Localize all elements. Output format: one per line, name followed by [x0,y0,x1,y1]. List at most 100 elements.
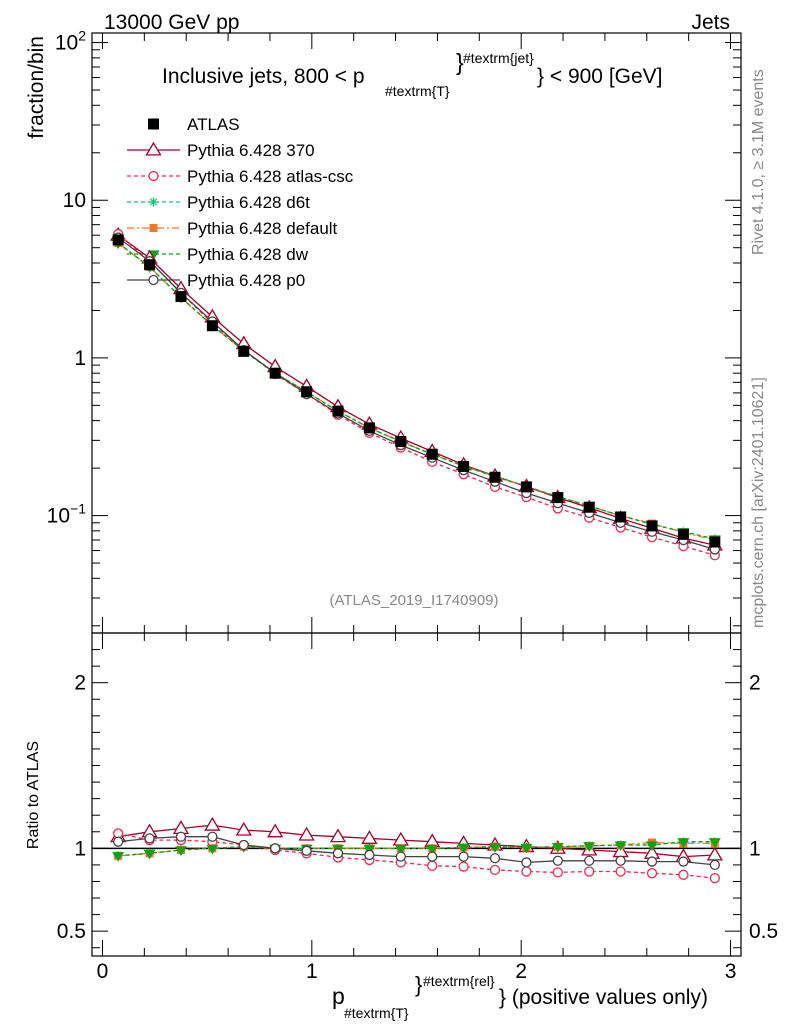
x-label-suffix: } (positive values only) [499,986,708,1009]
x-label-sub: #textrm{T} [344,1005,409,1021]
main-point-ATLAS [552,492,564,504]
ratio-point-p0 [552,855,563,866]
main-point-ATLAS [269,367,281,379]
legend-marker-d6t [149,197,158,207]
legend-label-ATLAS: ATLAS [187,115,240,134]
ratio-point-p0 [175,831,187,842]
ratio-point-p0 [144,833,155,844]
main-point-ATLAS [175,291,187,303]
ratio-point-p0 [709,859,720,871]
ratio-line-dw [118,841,715,857]
ratio-series-dw [112,838,721,862]
x-axis-label: p #textrm{T} } #textrm{rel} } (positive … [332,972,708,1021]
ratio-point-370 [267,823,284,838]
ratio-point-dw [426,844,439,855]
ratio-y-tick-label-left: 1 [74,837,86,860]
main-series-ATLAS [112,234,721,548]
ratio-point-dw [583,842,596,852]
ratio-point-p0 [238,839,249,851]
ratio-point-p0 [678,856,689,867]
ratio-point-p0 [364,849,375,861]
main-y-tick-label: 102 [55,28,86,55]
main-point-ATLAS [395,436,407,448]
ratio-point-p0 [113,836,124,847]
ratio-point-370 [392,831,409,846]
main-point-ATLAS [238,345,250,357]
ratio-point-p0 [521,857,532,868]
title-brace: } [456,49,464,75]
ratio-point-dw [646,841,659,852]
ratio-point-atlas-csc [615,866,626,877]
title-prefix: Inclusive jets, 800 < p [162,65,365,88]
ratio-point-p0 [395,851,406,862]
ratio-point-atlas-csc [458,861,469,872]
main-point-ATLAS [677,528,689,540]
legend-marker-default [149,224,158,232]
ratio-y-axis-label: Ratio to ATLAS [25,741,42,849]
ratio-point-370 [706,846,723,861]
legend-label-atlas-csc: Pythia 6.428 atlas-csc [187,167,354,186]
ratio-frame [91,632,742,957]
legend-label-370: Pythia 6.428 370 [187,141,315,160]
ratio-point-dw [489,843,502,853]
ratio-point-370 [235,821,252,836]
ratio-point-atlas-csc [709,872,720,884]
legend-item-default: Pythia 6.428 default [127,219,338,238]
main-point-ATLAS [709,536,721,548]
ratio-y-tick-label-left: 2 [74,672,86,695]
ratio-point-dw [143,849,156,860]
ratio-series-370 [110,816,723,863]
title-suffix: } < 900 [GeV] [537,65,663,88]
ratio-line-p0 [118,836,715,866]
ratio-point-370 [204,816,221,831]
ratio-point-atlas-csc [489,864,501,876]
main-point-ATLAS [646,520,658,532]
legend: ATLAS Pythia 6.428 370 Pythia 6.428 atlas-… [127,115,354,290]
main-point-ATLAS [332,405,344,417]
legend-item-370: Pythia 6.428 370 [127,141,315,160]
ratio-point-dw [174,846,187,856]
ratio-point-dw [614,841,627,852]
ratio-point-dw [394,844,407,855]
main-point-ATLAS [615,511,627,523]
analysis-id: (ATLAS_2019_I1740909) [329,592,498,609]
ratio-series-p0 [113,831,720,871]
ratio-y-tick-label-right: 0.5 [749,920,778,943]
main-point-ATLAS [458,460,470,472]
legend-marker-370 [145,141,162,156]
main-y-tick-label: 10−1 [47,501,87,528]
legend-item-ATLAS: ATLAS [148,115,240,134]
header-right: Jets [691,11,730,34]
ratio-point-atlas-csc [427,860,438,871]
main-point-ATLAS [301,386,313,398]
ratio-point-dw [206,844,219,855]
ratio-panel: 0.5 0.5 1 1 2 2 [57,632,778,957]
rivet-label: Rivet 4.1.0, ≥ 3.1M events [750,69,767,255]
x-tick-label: 0 [97,960,109,983]
legend-item-d6t: Pythia 6.428 d6t [127,193,310,212]
legend-label-d6t: Pythia 6.428 d6t [187,193,310,212]
ratio-point-p0 [427,851,438,862]
legend-marker-p0 [148,274,159,286]
main-point-ATLAS [112,234,124,246]
ratio-point-atlas-csc [552,867,563,878]
legend-label-dw: Pythia 6.428 dw [187,245,309,264]
ratio-point-370 [329,828,347,843]
mcplots-label: mcplots.cern.ch [arXiv:2401.10621] [750,377,767,628]
ratio-point-dw [677,838,690,848]
main-point-ATLAS [583,501,595,513]
ratio-point-p0 [615,855,626,866]
legend-item-atlas-csc: Pythia 6.428 atlas-csc [127,167,354,186]
legend-marker-atlas-csc [148,170,159,182]
ratio-point-atlas-csc [521,866,532,877]
ratio-point-atlas-csc [584,866,595,877]
ratio-line-atlas-csc [118,832,715,879]
ratio-point-dw [551,843,564,853]
ratio-point-dw [363,844,376,855]
main-y-axis-label: fraction/bin [25,36,48,139]
ratio-point-atlas-csc [678,869,689,880]
main-point-ATLAS [206,320,218,332]
main-panel: 10−1 1 10 102 [47,28,742,634]
main-title: Inclusive jets, 800 < p #textrm{T} } #te… [162,49,663,99]
